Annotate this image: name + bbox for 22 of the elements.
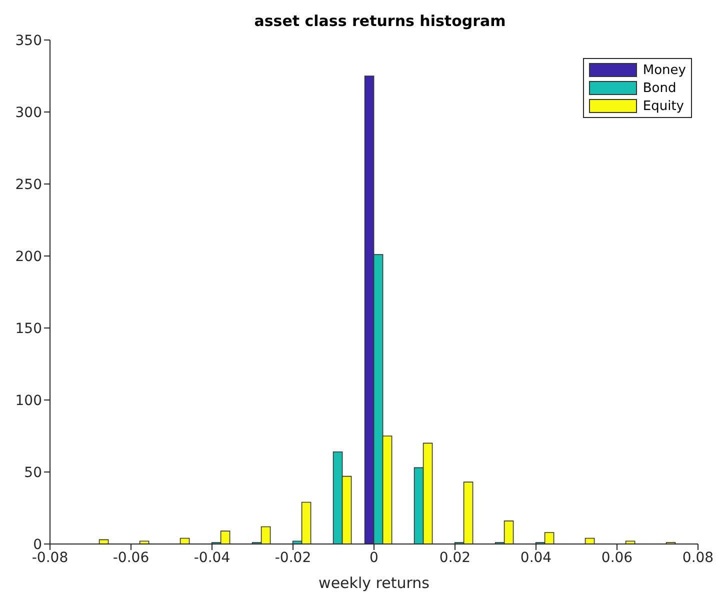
x-tick-label: 0.08 bbox=[682, 550, 714, 566]
x-tick-label: -0.04 bbox=[194, 550, 230, 566]
y-tick-label: 100 bbox=[15, 392, 42, 409]
x-tick-label: -0.02 bbox=[274, 550, 312, 566]
x-tick-label: -0.06 bbox=[112, 550, 150, 566]
y-tick-label: 150 bbox=[15, 320, 42, 337]
x-tick-label: 0.06 bbox=[601, 550, 633, 566]
x-tick-label: 0.04 bbox=[520, 550, 552, 566]
bar bbox=[625, 540, 636, 544]
legend-label: Equity bbox=[642, 98, 684, 114]
y-tick-label: 350 bbox=[15, 32, 42, 49]
x-tick-label: 0.02 bbox=[439, 550, 471, 566]
legend-label: Bond bbox=[642, 80, 676, 96]
x-tick-label: 0 bbox=[370, 550, 378, 566]
y-tick-label: 50 bbox=[24, 464, 42, 481]
y-tick-label: 250 bbox=[15, 176, 42, 193]
x-axis-title: weekly returns bbox=[318, 574, 430, 592]
y-tick-label: 200 bbox=[15, 248, 42, 265]
bar bbox=[139, 540, 150, 544]
y-tick-label: 300 bbox=[15, 104, 42, 121]
legend-label: Money bbox=[642, 62, 686, 78]
chart-title: asset class returns histogram bbox=[253, 12, 507, 30]
